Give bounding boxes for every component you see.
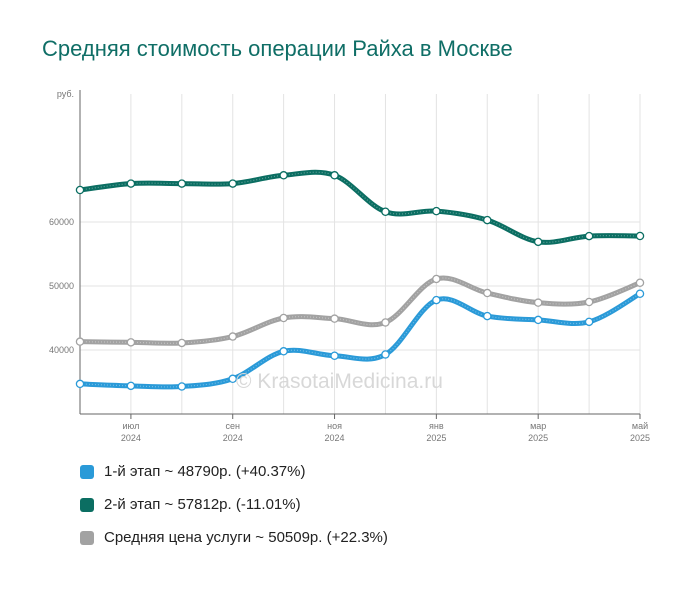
legend-swatch-stage1: [80, 464, 94, 479]
data-point-stage1: [432, 295, 441, 305]
data-point-stage2: [584, 231, 594, 241]
data-point-stage2: [126, 179, 136, 188]
chart-title: Средняя стоимость операции Райха в Москв…: [42, 36, 513, 61]
data-point-average: [584, 297, 594, 307]
data-point-stage1: [330, 351, 339, 361]
y-tick-label: 60000: [49, 217, 74, 227]
y-unit-label: руб.: [57, 89, 74, 99]
legend-item-stage2[interactable]: 2-й этап ~ 57812р. (-11.01%): [80, 495, 388, 514]
data-point-average: [432, 274, 441, 284]
series-line-highlight-stage2: [79, 171, 641, 243]
x-tick-label-month: янв: [429, 421, 444, 431]
data-point-stage1: [635, 289, 645, 298]
legend-label-stage1: 1-й этап ~ 48790р. (+40.37%): [104, 463, 306, 480]
x-tick-label-year: 2025: [528, 433, 548, 443]
x-tick-label-year: 2024: [325, 433, 345, 443]
x-tick-label-month: июл: [122, 421, 139, 431]
data-point-average: [635, 278, 645, 287]
legend: 1-й этап ~ 48790р. (+40.37%) 2-й этап ~ …: [80, 462, 388, 561]
data-point-average: [381, 318, 390, 327]
legend-label-stage2: 2-й этап ~ 57812р. (-11.01%): [104, 496, 301, 513]
data-point-average: [279, 313, 288, 323]
data-point-stage2: [75, 185, 85, 195]
y-tick-label: 40000: [49, 345, 74, 355]
series-line-highlight-average: [79, 277, 641, 344]
data-point-average: [330, 314, 339, 323]
series-line-average: [77, 275, 643, 346]
data-point-stage1: [533, 315, 543, 325]
legend-item-average[interactable]: Средняя цена услуги ~ 50509р. (+22.3%): [80, 528, 388, 547]
data-point-stage1: [75, 379, 85, 389]
legend-swatch-average: [80, 530, 94, 545]
data-point-stage2: [635, 231, 645, 241]
legend-label-average: Средняя цена услуги ~ 50509р. (+22.3%): [104, 529, 388, 546]
data-point-stage2: [432, 206, 441, 216]
data-point-stage1: [177, 382, 187, 391]
legend-swatch-stage2: [80, 497, 94, 512]
x-tick-label-year: 2024: [223, 433, 243, 443]
legend-item-stage1[interactable]: 1-й этап ~ 48790р. (+40.37%): [80, 462, 388, 481]
data-point-stage1: [584, 317, 594, 327]
data-point-stage2: [483, 215, 492, 225]
data-point-average: [75, 337, 85, 346]
series-lines: [77, 169, 643, 390]
grid: [79, 94, 641, 414]
data-point-average: [483, 288, 492, 298]
x-tick-label-year: 2024: [121, 433, 141, 443]
data-point-stage1: [279, 347, 288, 356]
x-tick-label-month: мар: [530, 421, 546, 431]
data-point-stage2: [533, 237, 543, 247]
data-point-stage2: [279, 171, 288, 180]
x-tick-label-month: сен: [225, 421, 240, 431]
y-tick-label: 50000: [49, 281, 74, 291]
data-point-stage2: [381, 207, 390, 217]
axes: 40000 50000 60000 руб. июл 2024 сен 2024 ноя 2024…: [49, 89, 650, 443]
data-point-stage2: [177, 179, 187, 188]
data-point-average: [533, 298, 543, 307]
data-point-average: [228, 332, 237, 341]
data-point-average: [177, 338, 187, 348]
x-tick-label-month: май: [632, 421, 648, 431]
x-tick-label-month: ноя: [327, 421, 342, 431]
x-tick-label-year: 2025: [630, 433, 650, 443]
watermark: © KrasotaiMedicina.ru: [236, 370, 443, 393]
data-point-stage1: [381, 350, 390, 359]
data-point-stage1: [126, 381, 136, 391]
data-point-stage2: [330, 171, 339, 180]
data-points: [75, 171, 645, 391]
data-point-stage1: [483, 311, 492, 321]
x-tick-label-year: 2025: [426, 433, 446, 443]
data-point-average: [126, 338, 136, 347]
data-point-stage1: [228, 374, 237, 384]
data-point-stage2: [228, 179, 237, 188]
